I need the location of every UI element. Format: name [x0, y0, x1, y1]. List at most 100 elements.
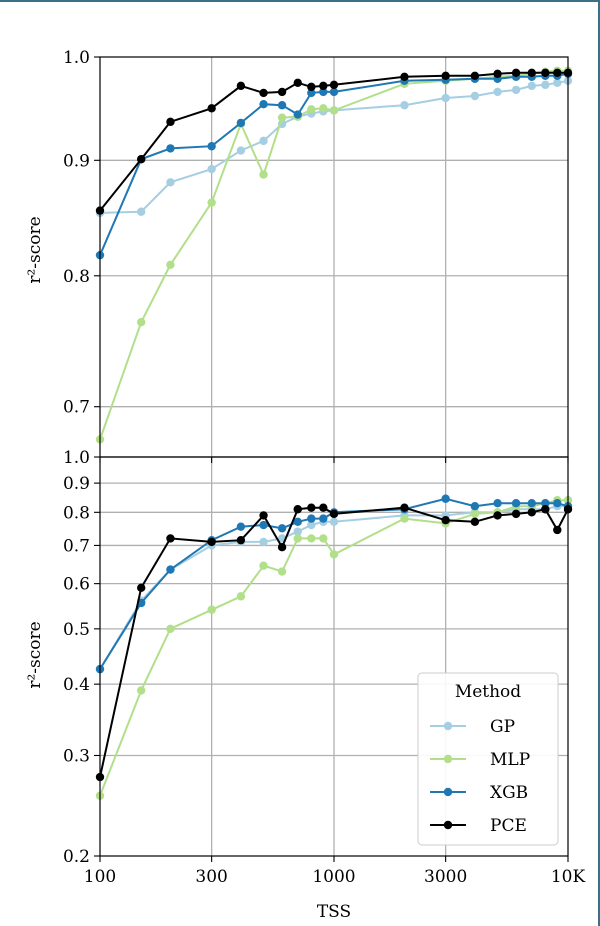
data-point-xgb: [207, 142, 216, 151]
data-point-pce: [441, 515, 450, 525]
data-point-mlp: [207, 198, 216, 207]
data-point-gp: [236, 146, 246, 155]
legend-label-xgb: XGB: [490, 783, 528, 803]
y-tick-label: 0.4: [63, 675, 90, 695]
data-point-pce: [470, 517, 480, 526]
legend-label-mlp: MLP: [490, 750, 530, 770]
data-point-mlp: [259, 170, 268, 179]
data-point-gp: [493, 87, 502, 97]
data-point-gp: [400, 101, 409, 110]
data-point-pce: [553, 68, 562, 78]
data-point-mlp: [293, 534, 302, 543]
data-point-pce: [259, 88, 268, 98]
bottom-panel-ticks: 100 300 1000 3000 10K 0.2 0.3 0.4 0.5 0.6 0.7 0.8 0.…: [63, 448, 586, 887]
x-tick-label: 100: [84, 867, 116, 887]
data-point-pce: [277, 543, 287, 552]
data-point-xgb: [307, 88, 316, 98]
data-point-gp: [259, 136, 268, 146]
data-point-mlp: [277, 113, 287, 122]
data-point-xgb: [541, 498, 550, 508]
y-tick-label: 0.6: [63, 575, 90, 595]
data-point-mlp: [400, 514, 409, 523]
data-point-pce: [207, 104, 216, 113]
x-axis-label: TSS: [317, 902, 351, 922]
y-tick-label: 0.3: [63, 746, 90, 766]
data-point-gp: [207, 164, 216, 174]
data-point-pce: [493, 69, 502, 79]
data-point-xgb: [553, 498, 562, 508]
data-point-gp: [511, 85, 521, 95]
data-point-mlp: [137, 318, 146, 327]
data-point-xgb: [527, 498, 536, 508]
y-tick-label: 0.9: [63, 474, 90, 494]
data-point-xgb: [493, 498, 502, 508]
data-point-pce: [493, 511, 502, 520]
x-tick-label: 300: [195, 867, 227, 887]
data-point-pce: [329, 509, 339, 519]
data-point-mlp: [277, 567, 287, 576]
x-tick-label: 10K: [551, 867, 586, 887]
data-point-xgb: [293, 110, 302, 119]
data-point-mlp: [329, 550, 339, 559]
data-point-pce: [207, 537, 216, 547]
data-point-pce: [137, 155, 146, 164]
data-point-mlp: [236, 592, 246, 601]
data-point-xgb: [329, 87, 339, 97]
y-tick-label: 0.7: [63, 398, 90, 418]
data-point-pce: [553, 525, 562, 535]
x-tick-label: 1000: [312, 867, 355, 887]
data-point-xgb: [236, 522, 246, 531]
legend-title: Method: [455, 682, 521, 702]
data-point-pce: [166, 117, 175, 127]
data-point-mlp: [319, 534, 328, 543]
y-tick-label: 0.2: [63, 847, 90, 867]
data-point-xgb: [319, 87, 328, 97]
legend-marker-gp: [443, 721, 453, 731]
y-tick-label: 0.5: [63, 620, 90, 640]
y-tick-label: 0.8: [63, 503, 90, 523]
data-point-mlp: [319, 104, 328, 113]
data-point-mlp: [137, 686, 146, 695]
data-point-gp: [441, 93, 450, 103]
top-y-axis-label: r²-score: [25, 216, 45, 283]
data-point-xgb: [511, 498, 521, 508]
data-point-pce: [527, 68, 536, 78]
y-tick-label: 1.0: [63, 48, 90, 68]
data-point-xgb: [259, 520, 268, 530]
bottom-panel-grid: [100, 457, 568, 856]
data-point-gp: [329, 517, 339, 526]
data-point-gp: [470, 91, 480, 101]
data-point-pce: [236, 81, 246, 91]
data-point-mlp: [470, 509, 480, 519]
data-point-pce: [166, 534, 175, 543]
data-point-pce: [307, 82, 316, 92]
bottom-panel-series: [95, 494, 573, 800]
data-point-pce: [293, 505, 302, 514]
data-point-pce: [259, 511, 268, 520]
top-panel-ticks: 0.7 0.8 0.9 1.0: [63, 48, 569, 463]
legend-marker-pce: [443, 820, 453, 830]
data-point-pce: [293, 78, 302, 88]
data-point-mlp: [259, 561, 268, 570]
data-point-mlp: [166, 624, 175, 634]
data-point-gp: [259, 537, 268, 547]
legend-box: [417, 672, 559, 846]
y-tick-label: 1.0: [63, 448, 90, 468]
bottom-y-axis-label: r²-score: [25, 621, 45, 688]
x-tick-label: 3000: [424, 867, 467, 887]
legend-label-pce: PCE: [490, 816, 527, 836]
data-point-xgb: [307, 514, 316, 523]
legend-marker-xgb: [443, 787, 453, 797]
legend-label-gp: GP: [490, 717, 515, 737]
data-point-pce: [329, 80, 339, 90]
data-point-xgb: [277, 101, 287, 110]
data-point-mlp: [166, 260, 175, 270]
data-point-pce: [236, 535, 246, 545]
data-point-pce: [541, 505, 550, 514]
data-point-pce: [400, 503, 409, 512]
data-point-pce: [277, 87, 287, 97]
data-point-pce: [541, 68, 550, 78]
data-point-mlp: [329, 106, 339, 115]
